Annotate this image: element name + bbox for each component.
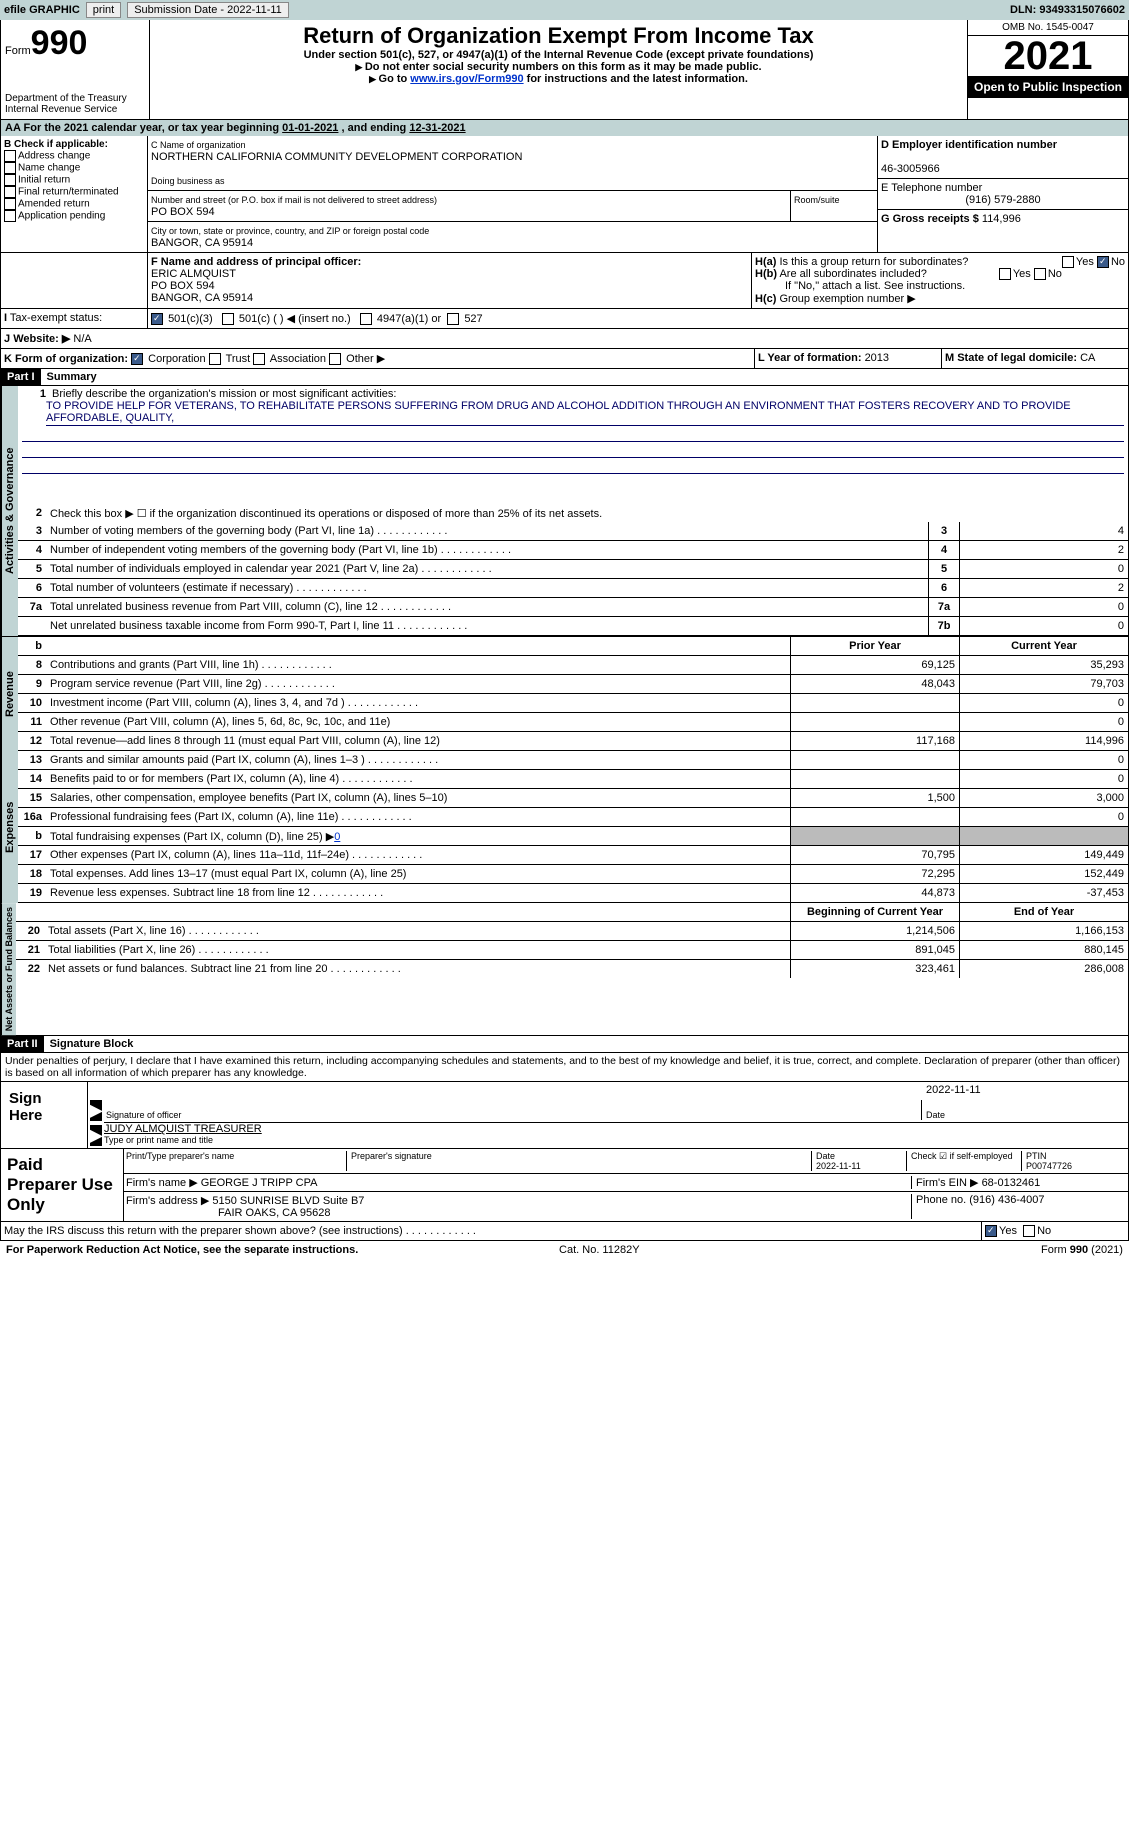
submission-date-button[interactable]: Submission Date - 2022-11-11 [127, 2, 289, 18]
form-990: 990 [31, 24, 88, 62]
open-inspection: Open to Public Inspection [968, 76, 1128, 98]
sign-block: Sign Here 2022-11-11 ▶Signature of offic… [0, 1081, 1129, 1149]
activities-governance-table: Activities & Governance 1Briefly describ… [0, 386, 1129, 636]
return-title: Return of Organization Exempt From Incom… [153, 23, 964, 49]
header-left: Form990 Department of the Treasury Inter… [1, 20, 150, 119]
box-b: B Check if applicable: Address change Na… [1, 136, 148, 252]
topbar: efile GRAPHIC print Submission Date - 20… [0, 0, 1129, 20]
calendar-year-row: AA For the 2021 calendar year, or tax ye… [0, 120, 1129, 136]
header-center: Return of Organization Exempt From Incom… [150, 20, 968, 119]
irs-link[interactable]: www.irs.gov/Form990 [410, 73, 523, 85]
print-button[interactable]: print [86, 2, 121, 18]
header-right: OMB No. 1545-0047 2021 Open to Public In… [968, 20, 1128, 119]
tax-year: 2021 [968, 36, 1128, 76]
box-i-label: I Tax-exempt status: [1, 309, 148, 328]
declaration: Under penalties of perjury, I declare th… [0, 1053, 1129, 1081]
part-i-label: Part I [1, 369, 41, 385]
dln: DLN: 93493315076602 [1010, 4, 1125, 16]
box-k: K Form of organization: Corporation Trus… [1, 349, 755, 368]
box-c: C Name of organizationNORTHERN CALIFORNI… [148, 136, 878, 252]
footer: For Paperwork Reduction Act Notice, see … [0, 1241, 1129, 1259]
net-assets-table: Net Assets or Fund Balances Beginning of… [0, 903, 1129, 1036]
revenue-table: Revenue bPrior YearCurrent Year 8Contrib… [0, 636, 1129, 751]
part-ii-label: Part II [1, 1036, 44, 1052]
paid-preparer-block: Paid Preparer Use Only Print/Type prepar… [0, 1149, 1129, 1222]
box-h: H(a) Is this a group return for subordin… [752, 253, 1128, 308]
expenses-table: Expenses 13Grants and similar amounts pa… [0, 751, 1129, 903]
box-deg: D Employer identification number46-30059… [878, 136, 1128, 252]
box-f: F Name and address of principal officer:… [148, 253, 752, 308]
efile-label: efile GRAPHIC [4, 4, 80, 16]
